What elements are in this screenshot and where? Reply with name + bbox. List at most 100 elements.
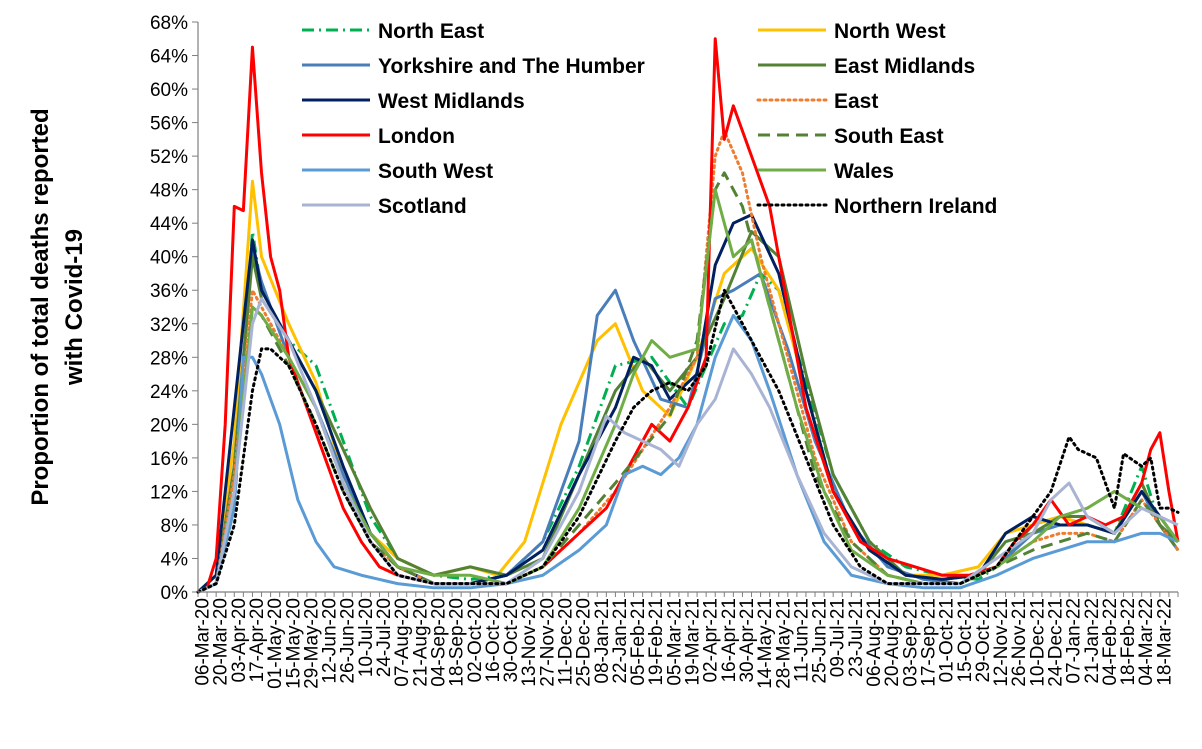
series-line-northern-ireland <box>196 288 1180 594</box>
y-tick-label: 16% <box>150 449 188 470</box>
y-tick-label: 56% <box>150 114 188 135</box>
series-line-south-west <box>197 313 1179 594</box>
y-tick-label: 44% <box>150 214 188 235</box>
y-tick-label: 36% <box>150 281 188 302</box>
y-tick-label: 64% <box>150 47 188 68</box>
x-tick-label: 05-Feb-21 <box>628 598 649 686</box>
series-line-scotland <box>197 297 1179 594</box>
x-tick-label: 26-Nov-21 <box>1009 598 1030 687</box>
x-tick-label: 25-Jun-21 <box>810 598 831 684</box>
y-tick-label: 4% <box>161 549 189 570</box>
x-tick-label: 11-Dec-20 <box>556 598 577 685</box>
legend-label: North West <box>834 20 946 43</box>
x-tick-label: 25-Dec-20 <box>574 598 595 687</box>
x-tick-label: 28-May-21 <box>773 598 794 689</box>
legend: North East North West Yorkshire and The Hu… <box>302 20 997 218</box>
x-tick-label: 26-Jun-20 <box>338 598 359 684</box>
x-tick-label: 11-Jun-21 <box>791 598 812 682</box>
x-tick-label: 23-Jul-21 <box>846 598 867 677</box>
y-tick-label: 28% <box>150 348 188 369</box>
series-lines <box>196 37 1180 594</box>
series-line-yorkshire-and-the-humber <box>197 246 1180 594</box>
y-axis-label-line: with Covid-19 <box>61 229 88 386</box>
x-tick-label: 16-Apr-21 <box>719 598 740 683</box>
x-tick-label: 04-Mar-22 <box>1136 598 1157 686</box>
x-tick-label: 21-Jan-22 <box>1082 598 1103 684</box>
y-tick-label: 40% <box>150 248 188 269</box>
x-tick-label: 04-Sep-20 <box>428 598 449 687</box>
y-tick-label: 20% <box>150 415 188 436</box>
x-tick-label: 10-Jul-20 <box>356 598 377 677</box>
x-tick-label: 03-Sep-21 <box>900 598 921 687</box>
x-tick-label: 30-Apr-21 <box>737 598 758 683</box>
legend-label: South West <box>378 160 493 183</box>
x-tick-label: 10-Dec-21 <box>1027 598 1048 687</box>
legend-label: West Midlands <box>378 90 525 113</box>
y-tick-label: 52% <box>150 147 188 168</box>
legend-label: Wales <box>834 160 894 183</box>
x-tick-label: 09-Jul-21 <box>828 598 849 677</box>
x-tick-label: 07-Jan-22 <box>1064 598 1085 684</box>
y-tick-label: 8% <box>161 516 189 537</box>
x-tick-label: 02-Apr-21 <box>701 598 722 683</box>
legend-label: East <box>834 90 878 113</box>
x-tick-label: 12-Jun-20 <box>320 598 341 684</box>
legend-label: Yorkshire and The Humber <box>378 55 645 78</box>
series-line-north-east <box>197 230 1180 594</box>
x-tick-label: 12-Nov-21 <box>991 598 1012 687</box>
x-tick-label: 14-May-21 <box>755 598 776 689</box>
x-tick-label: 06-Mar-20 <box>193 598 214 686</box>
x-tick-label: 01-Oct-21 <box>937 598 958 682</box>
x-tick-label: 29-Oct-21 <box>973 598 994 682</box>
x-tick-label: 24-Dec-21 <box>1046 598 1067 687</box>
x-tick-label: 19-Feb-21 <box>646 598 667 686</box>
y-tick-label: 0% <box>161 583 189 604</box>
legend-label: North East <box>378 20 484 43</box>
x-tick-label: 16-Oct-20 <box>483 598 504 682</box>
y-tick-label: 12% <box>150 482 188 503</box>
y-axis-label: Proportion of total deaths reported with … <box>27 108 88 505</box>
x-tick-label: 03-Apr-20 <box>229 598 250 683</box>
legend-label: East Midlands <box>834 55 975 78</box>
x-tick-label: 01-May-20 <box>265 598 286 689</box>
x-tick-label: 30-Oct-20 <box>501 598 522 682</box>
axes <box>197 22 1178 593</box>
legend-label: London <box>378 125 455 148</box>
x-tick-label: 13-Nov-20 <box>519 598 540 687</box>
x-tick-label: 18-Feb-22 <box>1118 598 1139 686</box>
x-tick-label: 07-Aug-20 <box>392 598 413 687</box>
legend-label: South East <box>834 125 944 148</box>
series-line-london <box>197 37 1180 594</box>
x-tick-label: 18-Mar-22 <box>1154 598 1175 686</box>
legend-label: Northern Ireland <box>834 195 997 218</box>
x-tick-label: 17-Apr-20 <box>247 598 268 683</box>
x-tick-label: 20-Aug-21 <box>882 598 903 687</box>
y-tick-label: 32% <box>150 315 188 336</box>
x-axis-ticks: 06-Mar-2020-Mar-2003-Apr-2017-Apr-2001-M… <box>193 592 1179 689</box>
x-tick-label: 29-May-20 <box>301 598 322 689</box>
x-tick-label: 04-Feb-22 <box>1100 598 1121 686</box>
legend-label: Scotland <box>378 195 467 218</box>
x-tick-label: 18-Sep-20 <box>447 598 468 687</box>
series-line-west-midlands <box>196 213 1180 594</box>
x-tick-label: 24-Jul-20 <box>374 598 395 677</box>
x-tick-label: 06-Aug-21 <box>864 598 885 687</box>
x-tick-label: 08-Jan-21 <box>592 598 613 684</box>
x-tick-label: 02-Oct-20 <box>465 598 486 682</box>
x-tick-label: 22-Jan-21 <box>610 598 631 684</box>
series-line-north-west <box>196 179 1180 594</box>
y-tick-label: 68% <box>150 13 188 34</box>
y-axis-label-line: Proportion of total deaths reported <box>27 108 54 505</box>
x-tick-label: 20-Mar-20 <box>211 598 232 686</box>
y-tick-label: 24% <box>150 382 188 403</box>
series-line-east-midlands <box>197 230 1180 594</box>
x-tick-label: 17-Sep-21 <box>918 598 939 687</box>
x-tick-label: 21-Aug-20 <box>410 598 431 687</box>
x-tick-label: 27-Nov-20 <box>537 598 558 687</box>
y-tick-label: 48% <box>150 181 188 202</box>
y-axis-ticks: 0% 4% 8% 12% 16% 20% 24% 28% 32% 36% 40% 44% 48% 52% 5… <box>150 13 198 604</box>
x-tick-label: 19-Mar-21 <box>683 598 704 686</box>
y-tick-label: 60% <box>150 80 188 101</box>
x-tick-label: 05-Mar-21 <box>664 598 685 686</box>
